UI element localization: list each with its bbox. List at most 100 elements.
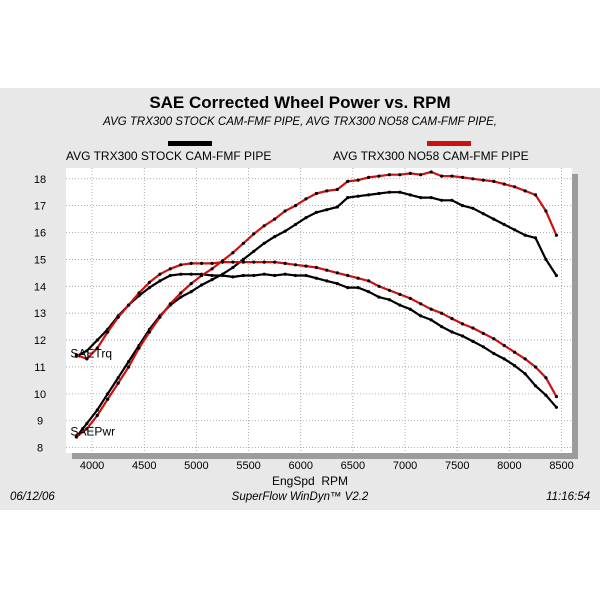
data-point-no58-saepwr bbox=[502, 182, 506, 186]
data-point-no58-saetrq bbox=[95, 346, 99, 350]
y-tick-label: 9 bbox=[37, 416, 43, 428]
data-point-stock-saepwr bbox=[283, 229, 287, 233]
data-point-no58-saepwr bbox=[387, 173, 391, 177]
data-point-no58-saetrq bbox=[85, 357, 89, 361]
data-point-stock-saetrq bbox=[252, 273, 256, 278]
chart-title: SAE Corrected Wheel Power vs. RPM bbox=[149, 93, 450, 112]
y-tick-label: 14 bbox=[34, 281, 46, 293]
data-point-no58-saepwr bbox=[419, 173, 423, 177]
y-tick-label: 8 bbox=[37, 443, 43, 455]
data-point-no58-saetrq bbox=[127, 303, 131, 307]
data-point-stock-saepwr bbox=[377, 191, 381, 196]
y-tick-label: 10 bbox=[34, 389, 46, 401]
y-tick-label: 12 bbox=[34, 335, 46, 347]
data-point-no58-saetrq bbox=[158, 272, 162, 276]
legend: AVG TRX300 STOCK CAM-FMF PIPE AVG TRX300… bbox=[66, 141, 529, 163]
data-point-stock-saetrq bbox=[231, 275, 235, 279]
data-point-no58-saetrq bbox=[200, 261, 204, 265]
data-point-no58-saepwr bbox=[346, 179, 350, 183]
data-point-stock-saetrq bbox=[533, 384, 538, 388]
data-point-no58-saetrq bbox=[419, 302, 423, 306]
data-point-stock-saetrq bbox=[450, 330, 454, 334]
data-point-stock-saepwr bbox=[471, 206, 475, 210]
x-tick-label: 5000 bbox=[184, 460, 208, 472]
data-point-stock-saetrq bbox=[440, 325, 444, 329]
data-point-stock-saetrq bbox=[367, 290, 371, 294]
data-point-no58-saepwr bbox=[440, 174, 444, 178]
data-point-stock-saepwr bbox=[356, 194, 360, 198]
data-point-no58-saetrq bbox=[523, 357, 527, 361]
data-point-no58-saetrq bbox=[492, 337, 496, 341]
data-point-no58-saetrq bbox=[377, 284, 381, 288]
data-point-no58-saepwr bbox=[314, 191, 318, 196]
data-point-stock-saetrq bbox=[356, 286, 360, 290]
data-point-no58-saepwr bbox=[137, 346, 141, 350]
data-point-stock-saetrq bbox=[314, 276, 318, 280]
data-point-no58-saepwr bbox=[325, 189, 329, 193]
y-tick-label: 15 bbox=[34, 254, 46, 266]
data-point-stock-saepwr bbox=[325, 208, 329, 212]
data-point-stock-saepwr bbox=[200, 283, 204, 287]
data-point-no58-saetrq bbox=[356, 276, 360, 280]
data-point-stock-saetrq bbox=[460, 334, 465, 338]
data-point-no58-saepwr bbox=[85, 427, 89, 431]
data-point-stock-saepwr bbox=[367, 193, 371, 197]
annotation-saepwr: SAEPwr bbox=[70, 424, 115, 438]
data-point-stock-saetrq bbox=[168, 273, 172, 278]
data-point-no58-saepwr bbox=[273, 217, 277, 221]
data-point-stock-saetrq bbox=[304, 273, 308, 278]
data-point-no58-saepwr bbox=[168, 302, 172, 306]
data-point-no58-saepwr bbox=[335, 187, 339, 192]
data-point-no58-saetrq bbox=[533, 365, 538, 369]
data-point-stock-saetrq bbox=[220, 273, 225, 278]
data-point-stock-saetrq bbox=[387, 298, 391, 302]
data-point-no58-saetrq bbox=[346, 273, 350, 278]
data-point-no58-saetrq bbox=[74, 353, 78, 357]
data-point-no58-saepwr bbox=[471, 177, 475, 181]
data-point-stock-saepwr bbox=[262, 241, 266, 245]
data-point-stock-saetrq bbox=[147, 286, 152, 290]
data-point-stock-saepwr bbox=[544, 257, 548, 261]
data-point-no58-saepwr bbox=[293, 204, 298, 208]
data-point-no58-saetrq bbox=[450, 317, 454, 321]
data-point-stock-saetrq bbox=[262, 272, 266, 276]
x-tick-label: 8500 bbox=[549, 460, 573, 472]
data-point-stock-saetrq bbox=[179, 272, 183, 276]
data-point-stock-saepwr bbox=[523, 233, 527, 237]
y-tick-label: 13 bbox=[34, 308, 46, 320]
data-point-no58-saepwr bbox=[127, 365, 131, 369]
data-point-no58-saetrq bbox=[429, 307, 433, 311]
data-point-stock-saepwr bbox=[419, 196, 423, 200]
data-point-stock-saepwr bbox=[293, 222, 298, 227]
data-point-no58-saetrq bbox=[471, 326, 475, 330]
data-point-no58-saepwr bbox=[283, 209, 287, 213]
x-tick-label: 7000 bbox=[393, 460, 417, 472]
data-point-stock-saepwr bbox=[85, 421, 89, 425]
data-point-stock-saetrq bbox=[513, 364, 517, 368]
data-point-no58-saetrq bbox=[262, 260, 266, 264]
data-point-no58-saepwr bbox=[377, 174, 381, 178]
data-point-stock-saetrq bbox=[283, 272, 287, 276]
data-point-no58-saetrq bbox=[440, 311, 444, 315]
data-point-no58-saetrq bbox=[325, 268, 329, 272]
data-point-no58-saepwr bbox=[241, 241, 245, 245]
grid-lines bbox=[66, 168, 572, 453]
legend-swatch-no58 bbox=[427, 141, 471, 146]
data-point-stock-saepwr bbox=[210, 278, 214, 282]
y-tick-label: 11 bbox=[34, 362, 45, 374]
data-point-no58-saepwr bbox=[252, 232, 256, 236]
data-point-stock-saepwr bbox=[252, 249, 256, 253]
x-tick-label: 5500 bbox=[236, 460, 260, 472]
data-point-stock-saetrq bbox=[346, 286, 350, 290]
y-tick-label: 17 bbox=[34, 201, 46, 213]
data-point-stock-saepwr bbox=[492, 217, 496, 221]
data-point-stock-saepwr bbox=[460, 204, 465, 208]
data-point-stock-saetrq bbox=[523, 372, 527, 376]
data-point-no58-saepwr bbox=[200, 273, 204, 278]
data-point-stock-saepwr bbox=[116, 376, 120, 380]
data-point-stock-saepwr bbox=[241, 257, 245, 261]
data-point-no58-saetrq bbox=[283, 261, 287, 265]
data-point-stock-saetrq bbox=[481, 345, 485, 349]
